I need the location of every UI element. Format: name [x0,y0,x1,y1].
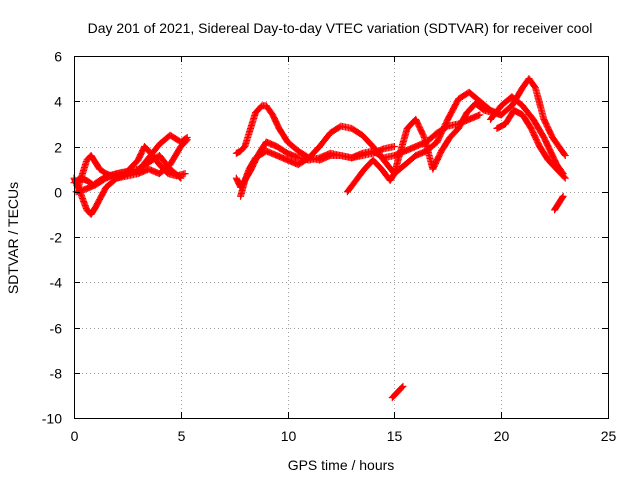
series-track-c4 [551,192,567,214]
y-axis-label: SDTVAR / TECUs [5,182,21,294]
y-tick-label: -4 [50,275,63,291]
y-tick-label: 6 [54,49,62,65]
series-marks [493,106,569,182]
series-marks [388,382,407,402]
y-tick-label: -6 [50,321,63,337]
data-points [70,75,569,402]
x-tick-label: 0 [71,428,79,444]
series-track-c1 [433,75,569,160]
x-tick-label: 20 [494,428,510,444]
y-tick-label: 2 [54,140,62,156]
y-tick-label: 4 [54,94,62,110]
series-marks [72,152,185,196]
series-track-c3 [493,106,569,182]
series-marks [343,100,505,196]
series-track-b4 [343,100,505,196]
series-marks [237,122,441,200]
x-tick-label: 15 [387,428,403,444]
y-tick-label: 0 [54,185,62,201]
series-marks [551,192,567,214]
x-axis-label: GPS time / hours [288,457,395,473]
y-tick-label: -10 [42,411,62,427]
series-track-d [388,382,407,402]
axis-ticks [74,56,609,419]
y-tick-label: -2 [50,230,63,246]
x-tick-labels: 0 5 10 15 20 25 [71,428,617,444]
y-tick-labels: -10 -8 -6 -4 -2 0 2 4 6 [42,49,62,427]
y-tick-label: -8 [50,366,63,382]
chart-title: Day 201 of 2021, Sidereal Day-to-day VTE… [88,20,593,36]
series-track-a4 [72,152,185,196]
series-marks [487,93,567,178]
series-track-c2 [487,93,567,178]
x-tick-label: 10 [281,428,297,444]
series-marks [433,75,569,160]
x-tick-label: 25 [601,428,617,444]
x-tick-label: 5 [178,428,186,444]
series-track-b3 [237,122,441,200]
